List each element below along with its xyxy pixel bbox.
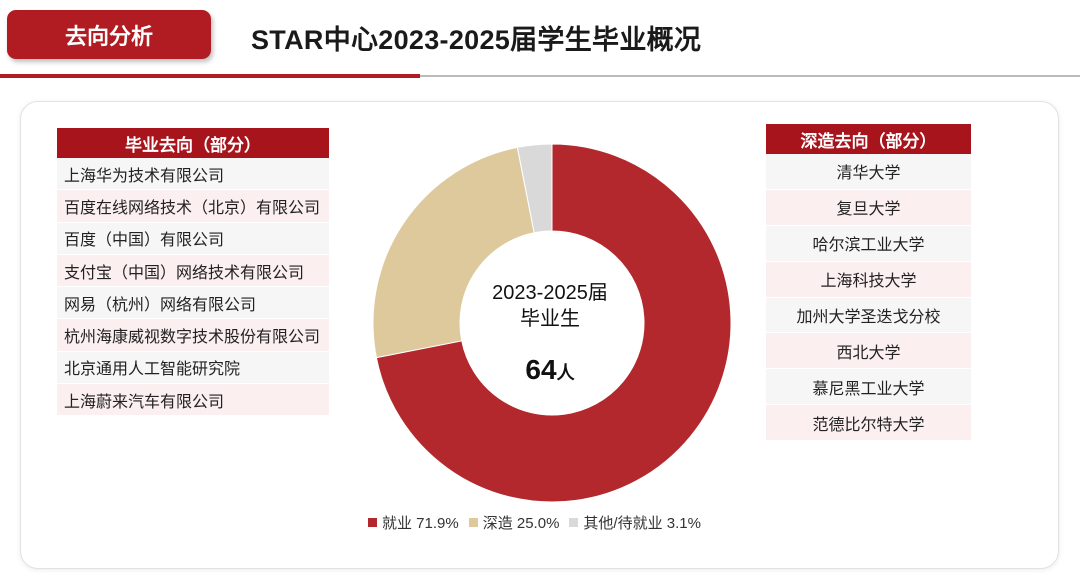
legend-swatch: [368, 518, 377, 527]
legend-label: 其他/待就业 3.1%: [583, 515, 701, 532]
title-underline: [420, 75, 1080, 77]
legend-item: 就业 71.9%: [368, 512, 459, 533]
donut-center-total: 64人: [470, 354, 630, 386]
employer-item: 上海蔚来汽车有限公司: [57, 384, 329, 417]
section-tag: 去向分析: [7, 10, 211, 59]
graduation-donut-chart: [372, 143, 732, 503]
employer-item: 百度在线网络技术（北京）有限公司: [57, 190, 329, 223]
chart-legend: 就业 71.9% 深造 25.0% 其他/待就业 3.1%: [368, 512, 728, 533]
employment-destinations-list: 上海华为技术有限公司 百度在线网络技术（北京）有限公司 百度（中国）有限公司 支付宝（…: [57, 158, 329, 417]
legend-item: 深造 25.0%: [468, 512, 560, 533]
legend-label: 就业 71.9%: [382, 515, 459, 532]
university-item: 慕尼黑工业大学: [766, 369, 971, 406]
donut-slice-2: [516, 143, 553, 234]
legend-swatch: [569, 518, 579, 527]
further-study-list: 清华大学 复旦大学 哈尔滨工业大学 上海科技大学 加州大学圣迭戈分校 西北大学 慕尼黑工业大…: [766, 154, 971, 442]
employer-item: 支付宝（中国）网络技术有限公司: [57, 254, 329, 288]
university-item: 哈尔滨工业大学: [766, 225, 971, 262]
legend-label: 深造 25.0%: [482, 515, 560, 532]
university-item: 西北大学: [766, 333, 971, 370]
university-item: 加州大学圣迭戈分校: [766, 297, 971, 334]
donut-center-label: 2023-2025届 毕业生: [470, 280, 630, 332]
further-study-box: 深造去向（部分） 清华大学 复旦大学 哈尔滨工业大学 上海科技大学 加州大学圣迭戈分校西…: [766, 124, 971, 442]
donut-center-line1: 2023-2025届: [492, 282, 608, 304]
employer-item: 网易（杭州）网络有限公司: [57, 287, 329, 320]
donut-slice-0: [375, 143, 732, 503]
employer-item: 杭州海康威视数字技术股份有限公司: [57, 319, 329, 352]
total-unit: 人: [556, 363, 575, 383]
university-item: 复旦大学: [766, 189, 971, 226]
employer-item: 上海华为技术有限公司: [57, 158, 329, 191]
further-study-title: 深造去向（部分）: [766, 124, 971, 154]
title-underline-accent: [0, 74, 420, 78]
employer-item: 百度（中国）有限公司: [57, 222, 329, 255]
legend-item: 其他/待就业 3.1%: [569, 512, 701, 533]
employment-destinations-box: 毕业去向（部分） 上海华为技术有限公司 百度在线网络技术（北京）有限公司 百度（中国…: [57, 128, 329, 417]
total-number: 64: [525, 354, 557, 385]
legend-swatch: [468, 518, 478, 527]
employment-destinations-title: 毕业去向（部分）: [57, 128, 329, 158]
university-item: 清华大学: [766, 154, 971, 190]
university-item: 上海科技大学: [766, 261, 971, 298]
university-item: 范德比尔特大学: [766, 405, 971, 442]
page-title: STAR中心2023-2025届学生毕业概况: [251, 25, 702, 55]
donut-slice-1: [372, 146, 535, 359]
employer-item: 北京通用人工智能研究院: [57, 351, 329, 385]
donut-center-line2: 毕业生: [520, 308, 580, 330]
